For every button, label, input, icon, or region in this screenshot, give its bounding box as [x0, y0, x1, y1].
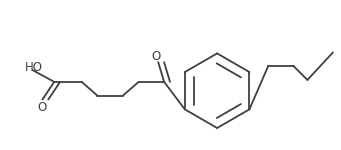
Text: O: O — [38, 101, 47, 114]
Text: O: O — [152, 50, 161, 63]
Text: HO: HO — [25, 61, 43, 74]
